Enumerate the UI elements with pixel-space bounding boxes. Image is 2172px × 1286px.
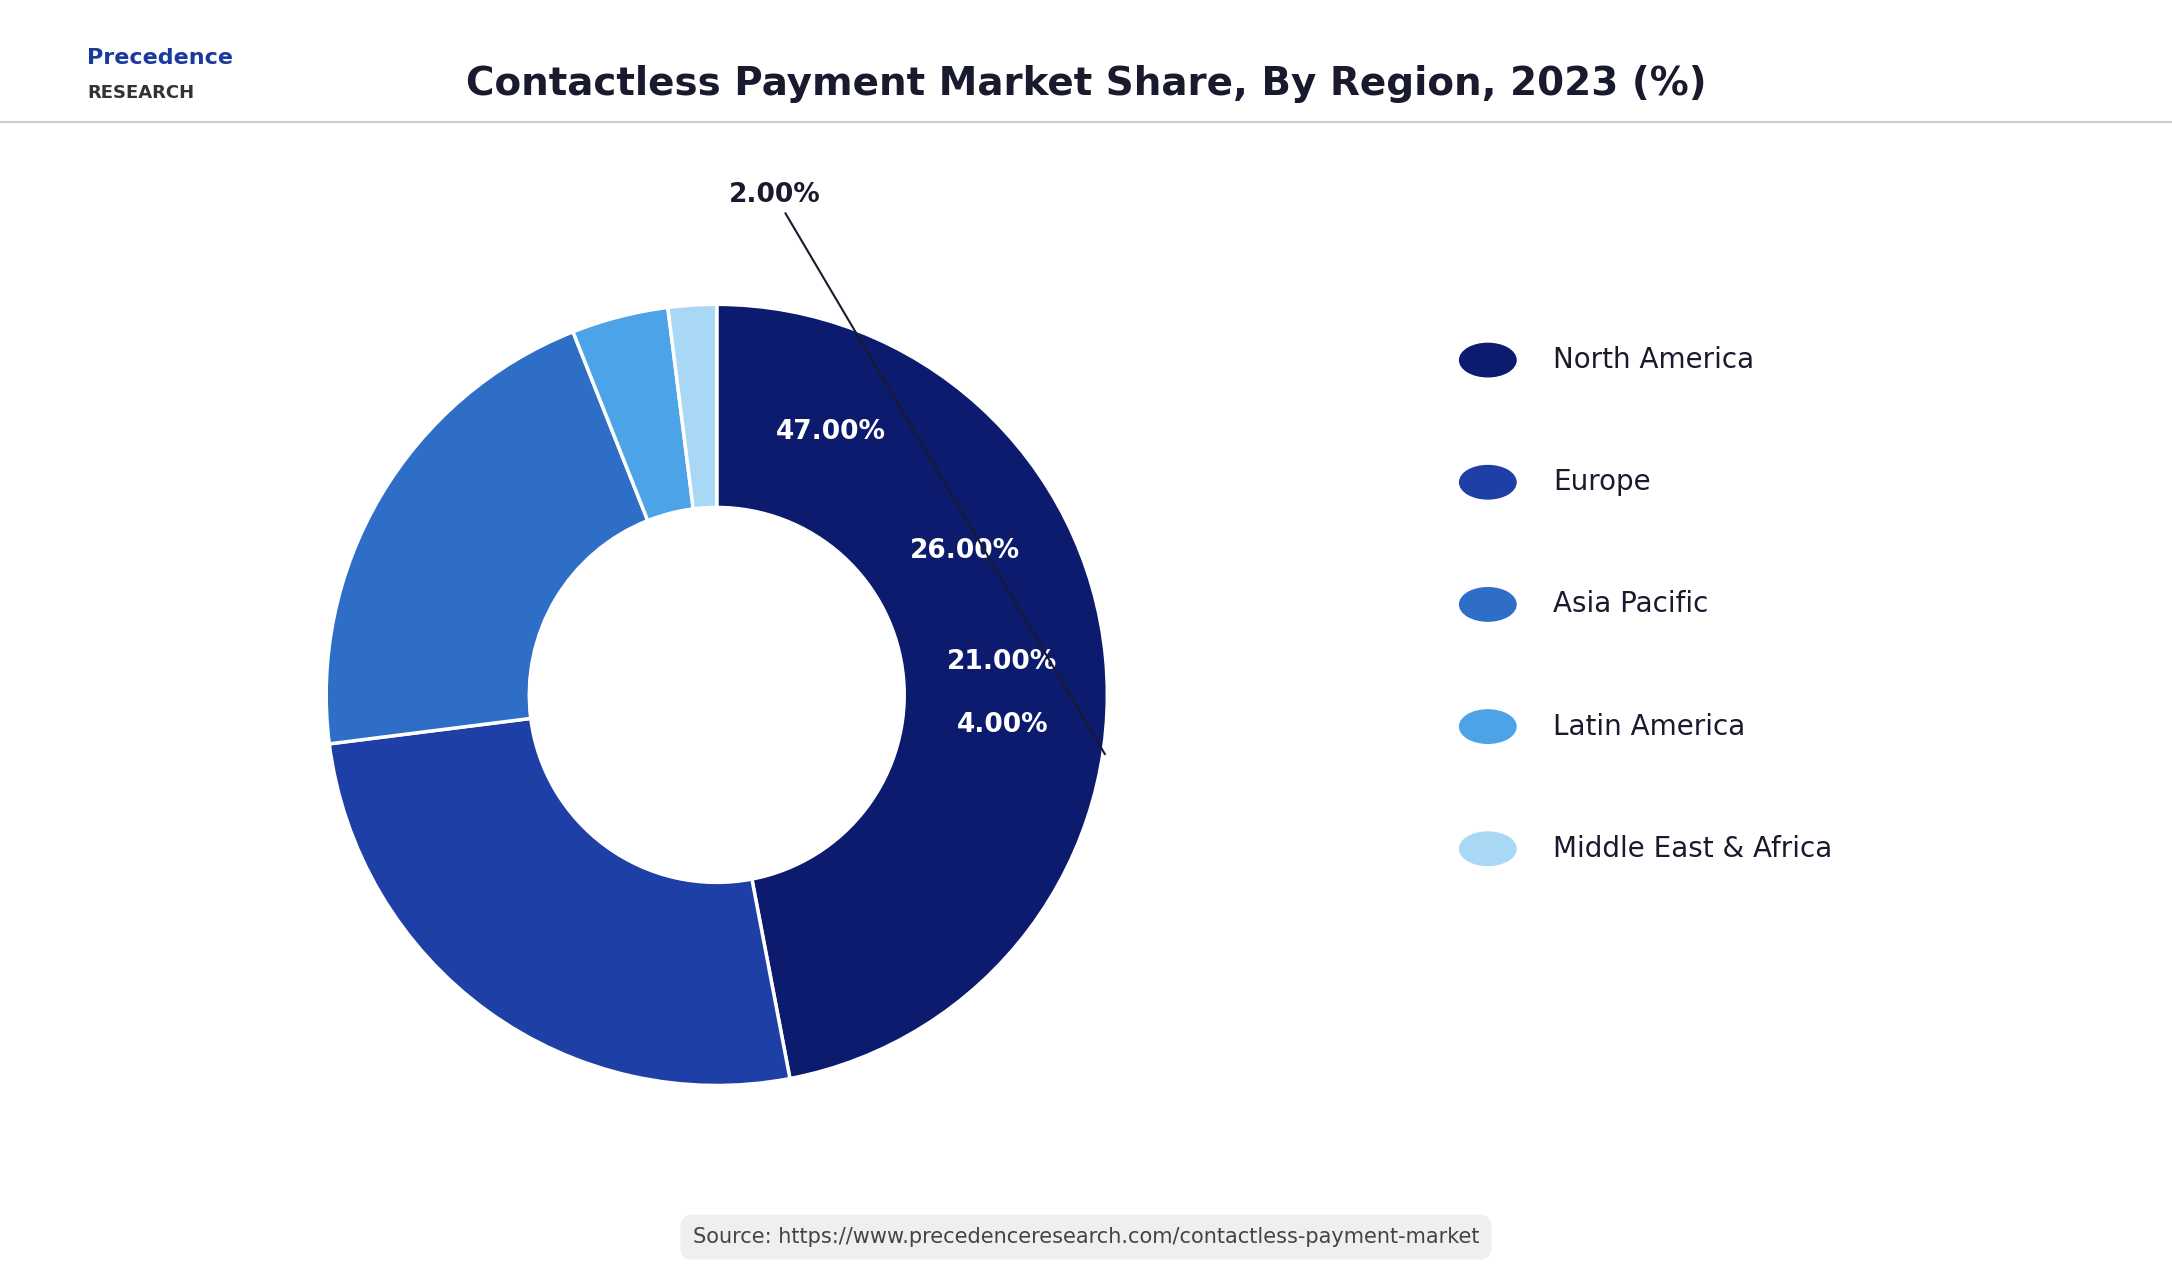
- Text: RESEARCH: RESEARCH: [87, 84, 193, 102]
- Text: Source: https://www.precedenceresearch.com/contactless-payment-market: Source: https://www.precedenceresearch.c…: [693, 1227, 1479, 1247]
- Text: 2.00%: 2.00%: [730, 183, 1106, 754]
- Wedge shape: [717, 305, 1108, 1079]
- Text: Asia Pacific: Asia Pacific: [1553, 590, 1709, 619]
- Text: 26.00%: 26.00%: [910, 539, 1021, 565]
- Text: Contactless Payment Market Share, By Region, 2023 (%): Contactless Payment Market Share, By Reg…: [465, 64, 1707, 103]
- Text: 4.00%: 4.00%: [956, 712, 1049, 738]
- Wedge shape: [667, 305, 717, 509]
- Text: Latin America: Latin America: [1553, 712, 1746, 741]
- Text: North America: North America: [1553, 346, 1755, 374]
- Text: 21.00%: 21.00%: [947, 649, 1058, 675]
- Wedge shape: [573, 307, 693, 521]
- Text: Precedence: Precedence: [87, 48, 232, 68]
- Text: Europe: Europe: [1553, 468, 1651, 496]
- Wedge shape: [330, 719, 791, 1085]
- Text: 47.00%: 47.00%: [775, 419, 886, 445]
- Wedge shape: [326, 332, 647, 743]
- Text: Middle East & Africa: Middle East & Africa: [1553, 835, 1833, 863]
